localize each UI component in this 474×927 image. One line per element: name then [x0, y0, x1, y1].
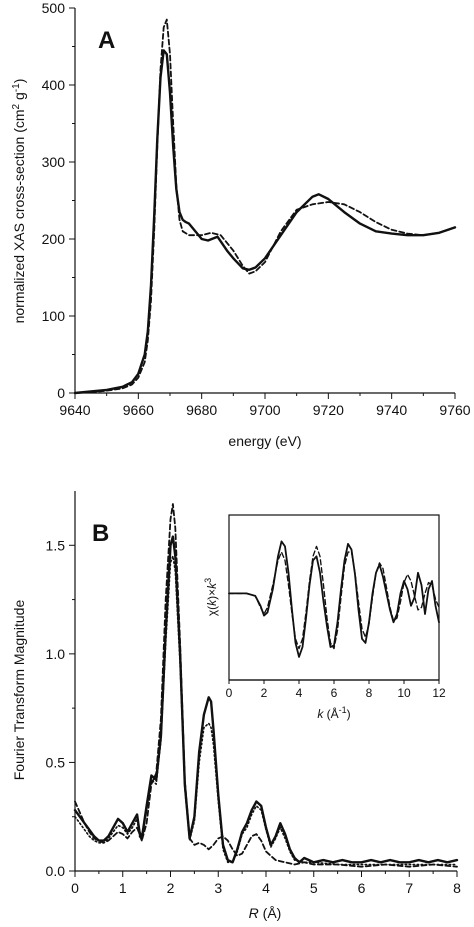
x-tick-label: 1: [119, 880, 127, 896]
x-tick-label: 9680: [186, 402, 217, 418]
inset-x-axis-label: k (Å-1): [317, 705, 350, 721]
y-tick-label: 0.5: [46, 754, 66, 770]
panel-b-x-axis-label: R (Å): [249, 905, 282, 921]
inset-y-axis-label: χ(k)×k3: [203, 578, 219, 616]
y-tick-label: 0.0: [46, 863, 66, 879]
panel-a-axes: 9640 9660 9680 9700 9720 9740 9760 0 100 200 300 40…: [42, 0, 471, 418]
panel-b-axes: 0 1 2 3 4 5 6 7 80.00.51.01.5: [46, 491, 461, 896]
x-tick-label: 0: [226, 686, 233, 700]
panel-a-series-dashed: [74, 18, 456, 394]
x-tick-label: 0: [71, 880, 79, 896]
panel-b-y-axis-label: Fourier Transform Magnitude: [11, 600, 27, 781]
y-tick-label: 400: [42, 77, 66, 93]
panel-a-frame: [75, 8, 455, 393]
inset-series-dashed: [228, 545, 440, 650]
x-tick-label: 12: [432, 686, 446, 700]
y-tick-label: 200: [42, 231, 66, 247]
x-tick-label: 5: [310, 880, 318, 896]
y-tick-label: 0: [57, 385, 65, 401]
x-tick-label: 9660: [123, 402, 154, 418]
x-tick-label: 8: [366, 686, 373, 700]
y-tick-label: 500: [42, 0, 66, 16]
x-tick-label: 2: [261, 686, 268, 700]
panel-b-series-dotted: [74, 555, 458, 866]
y-tick-label: 1.0: [46, 646, 66, 662]
panel-b-series-solid: [73, 535, 459, 864]
inset-series: [228, 540, 440, 658]
panel-a-x-axis-label: energy (eV): [228, 433, 301, 449]
inset-chart: 0 2 4 6 8 10 12 k (Å-1) χ(k)×k3: [203, 514, 446, 721]
x-tick-label: 9640: [59, 402, 90, 418]
x-tick-label: 9760: [439, 402, 470, 418]
panel-a-series-solid: [73, 49, 457, 395]
x-tick-label: 9700: [249, 402, 280, 418]
panel-b-letter: B: [92, 520, 109, 547]
x-tick-label: 9740: [376, 402, 407, 418]
inset-axes: 0 2 4 6 8 10 12: [226, 679, 446, 700]
inset-frame: [228, 514, 440, 681]
x-tick-label: 4: [296, 686, 303, 700]
panel-b: B 0 1 2 3 4 5 6 7 80.00.51.01.5 R (Å) Fourier Tr…: [11, 491, 461, 921]
x-tick-label: 4: [262, 880, 270, 896]
panel-b-series: [73, 503, 459, 868]
panel-a-y-axis-label: normalized XAS cross-section (cm2 g-1): [11, 79, 28, 324]
y-tick-label: 300: [42, 154, 66, 170]
x-tick-label: 8: [453, 880, 461, 896]
x-tick-label: 3: [214, 880, 222, 896]
x-tick-label: 7: [405, 880, 413, 896]
panel-a-letter: A: [98, 27, 115, 54]
panel-b-series-dashed: [74, 503, 458, 868]
x-tick-label: 6: [331, 686, 338, 700]
x-tick-label: 9720: [313, 402, 344, 418]
x-tick-label: 10: [397, 686, 411, 700]
inset-series-solid: [228, 540, 440, 658]
y-tick-label: 1.5: [46, 537, 66, 553]
panel-a-series: [73, 18, 457, 395]
x-tick-label: 6: [358, 880, 366, 896]
panel-a: A 9640 9660 9680 9700 9720 9740 9760 0 100 200 300…: [11, 0, 471, 449]
y-tick-label: 100: [42, 308, 66, 324]
x-tick-label: 2: [167, 880, 175, 896]
